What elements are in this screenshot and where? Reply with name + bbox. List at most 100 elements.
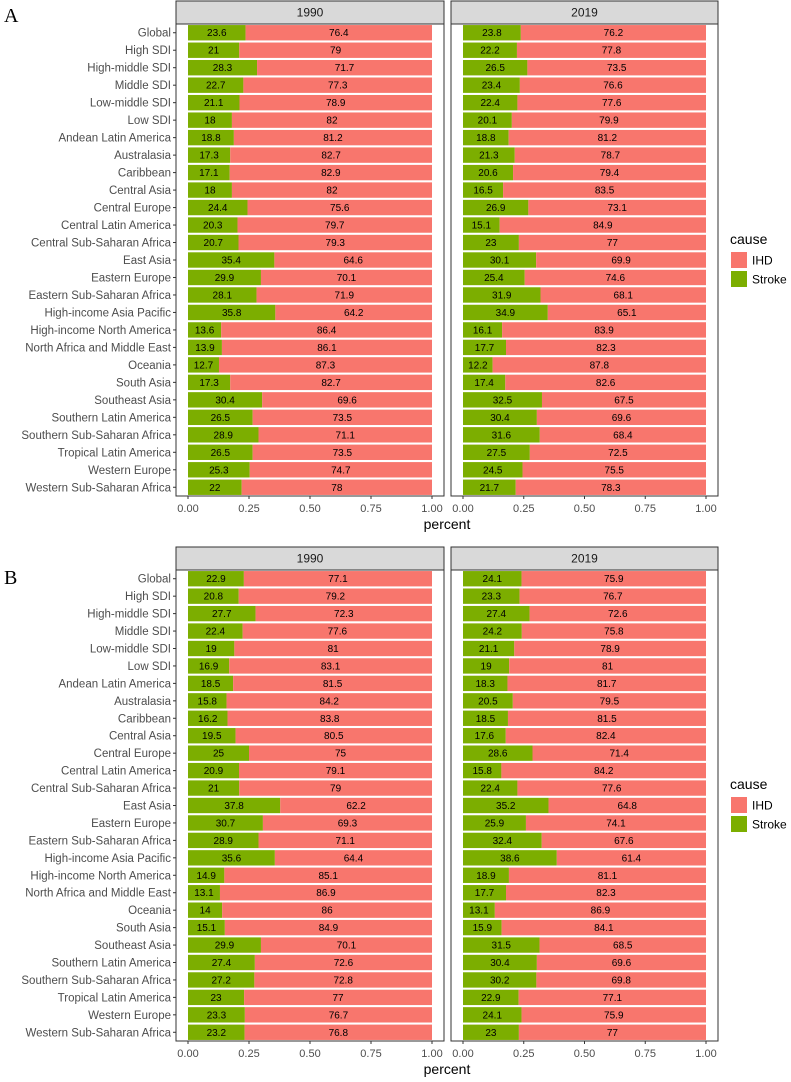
legend-swatch bbox=[731, 252, 747, 268]
facet-1990: 1990 22.9 77.1 20.8 79.2 27.7 72.3 22.4 77.6 19 81… bbox=[175, 546, 445, 1060]
value-label-stroke: 14.9 bbox=[196, 871, 216, 882]
value-label-stroke: 21.1 bbox=[204, 98, 224, 109]
bar-ihd bbox=[239, 780, 432, 796]
bar-stroke bbox=[188, 409, 253, 426]
value-label-ihd: 79.3 bbox=[326, 238, 346, 249]
category-label: Andean Latin America bbox=[58, 678, 171, 690]
category-label: Eastern Europe bbox=[91, 272, 171, 284]
value-label-ihd: 75.5 bbox=[605, 465, 625, 476]
category-label: Central Sub-Saharan Africa bbox=[31, 783, 172, 795]
bar-stroke bbox=[463, 234, 519, 251]
value-label-ihd: 68.5 bbox=[613, 941, 633, 952]
value-label-stroke: 13.9 bbox=[195, 343, 215, 354]
value-label-ihd: 77 bbox=[607, 1028, 619, 1039]
value-label-stroke: 12.7 bbox=[194, 360, 214, 371]
bar-ihd bbox=[260, 269, 432, 286]
value-label-stroke: 16.5 bbox=[473, 186, 493, 197]
category-label: Oceania bbox=[128, 905, 171, 917]
value-label-stroke: 20.5 bbox=[478, 696, 498, 707]
value-label-ihd: 81.2 bbox=[598, 133, 618, 144]
bar-stroke bbox=[463, 1007, 522, 1023]
category-label: Western Europe bbox=[88, 1010, 171, 1022]
bar-ihd bbox=[247, 199, 432, 216]
bar-stroke bbox=[463, 588, 520, 604]
value-label-stroke: 28.6 bbox=[488, 749, 508, 760]
value-label-stroke: 18.5 bbox=[201, 679, 221, 690]
bar-ihd bbox=[262, 815, 432, 831]
bar-ihd bbox=[508, 129, 706, 146]
value-label-ihd: 86.9 bbox=[316, 888, 336, 899]
value-label-ihd: 72.5 bbox=[608, 448, 628, 459]
bar-stroke bbox=[463, 374, 506, 391]
value-label-stroke: 23 bbox=[485, 238, 497, 249]
facet-strip-label: 1990 bbox=[297, 552, 324, 566]
facet-1990: 1990 23.6 76.4 21 79 28.3 71.7 22.7 77.3 21.1 78.9… bbox=[175, 0, 445, 515]
bar-ihd bbox=[539, 427, 706, 443]
category-label: Southern Sub-Saharan Africa bbox=[21, 975, 171, 987]
bar-ihd bbox=[518, 1024, 706, 1040]
value-label-stroke: 22 bbox=[209, 483, 221, 494]
category-label: North Africa and Middle East bbox=[25, 342, 172, 354]
x-tick-label: 0.50 bbox=[574, 503, 595, 515]
value-label-stroke: 35.4 bbox=[221, 256, 241, 267]
value-label-ihd: 81 bbox=[328, 644, 340, 655]
value-label-ihd: 78.9 bbox=[600, 644, 620, 655]
bar-stroke bbox=[188, 1024, 245, 1040]
bar-ihd bbox=[229, 658, 432, 674]
value-label-stroke: 28.3 bbox=[213, 63, 233, 74]
value-label-ihd: 75.8 bbox=[604, 627, 624, 638]
bar-stroke bbox=[188, 762, 239, 779]
x-tick-label: 0.75 bbox=[635, 1048, 656, 1060]
bar-stroke bbox=[188, 444, 253, 460]
bar-ihd bbox=[524, 269, 706, 286]
bar-stroke bbox=[463, 885, 507, 901]
category-label: High SDI bbox=[125, 45, 171, 57]
value-label-stroke: 29.9 bbox=[215, 941, 235, 952]
bar-stroke bbox=[188, 919, 225, 936]
bar-stroke bbox=[463, 762, 502, 779]
bar-ihd bbox=[274, 252, 432, 268]
value-label-ihd: 75.9 bbox=[604, 574, 624, 585]
value-label-stroke: 18.9 bbox=[476, 871, 496, 882]
bar-ihd bbox=[539, 937, 706, 953]
value-label-stroke: 18 bbox=[204, 186, 216, 197]
bar-ihd bbox=[258, 427, 432, 443]
value-label-ihd: 74.1 bbox=[606, 818, 626, 829]
bar-ihd bbox=[243, 571, 432, 587]
bar-ihd bbox=[257, 60, 432, 76]
bar-stroke bbox=[463, 129, 509, 146]
value-label-stroke: 22.4 bbox=[206, 627, 226, 638]
value-label-stroke: 26.5 bbox=[211, 448, 231, 459]
bar-stroke bbox=[188, 797, 281, 814]
value-label-ihd: 62.2 bbox=[346, 801, 366, 812]
value-label-ihd: 86.4 bbox=[317, 325, 337, 336]
value-label-ihd: 83.8 bbox=[320, 714, 340, 725]
bar-ihd bbox=[238, 762, 432, 779]
bar-ihd bbox=[517, 780, 706, 796]
value-label-ihd: 79.9 bbox=[599, 116, 619, 127]
bar-ihd bbox=[512, 693, 706, 709]
facet-strip-label: 2019 bbox=[571, 6, 598, 20]
bar-stroke bbox=[463, 710, 508, 726]
value-label-stroke: 25 bbox=[213, 749, 225, 760]
bar-ihd bbox=[237, 217, 432, 233]
value-label-stroke: 23.4 bbox=[482, 81, 502, 92]
bar-stroke bbox=[463, 112, 512, 128]
value-label-ihd: 82.6 bbox=[596, 378, 616, 389]
x-axis-label: percent bbox=[424, 516, 471, 532]
category-label: High-income Asia Pacific bbox=[44, 853, 171, 865]
bar-stroke bbox=[188, 25, 246, 41]
value-label-ihd: 73.5 bbox=[333, 448, 353, 459]
bar-stroke bbox=[188, 42, 240, 58]
value-label-ihd: 76.6 bbox=[603, 81, 623, 92]
bar-ihd bbox=[536, 972, 706, 988]
bar-stroke bbox=[463, 972, 537, 988]
bar-ihd bbox=[529, 444, 706, 460]
value-label-stroke: 24.5 bbox=[483, 465, 503, 476]
bar-ihd bbox=[547, 304, 706, 321]
bar-ihd bbox=[229, 164, 432, 181]
legend-label: IHD bbox=[752, 799, 773, 813]
value-label-ihd: 84.9 bbox=[319, 923, 339, 934]
value-label-stroke: 17.4 bbox=[474, 378, 494, 389]
